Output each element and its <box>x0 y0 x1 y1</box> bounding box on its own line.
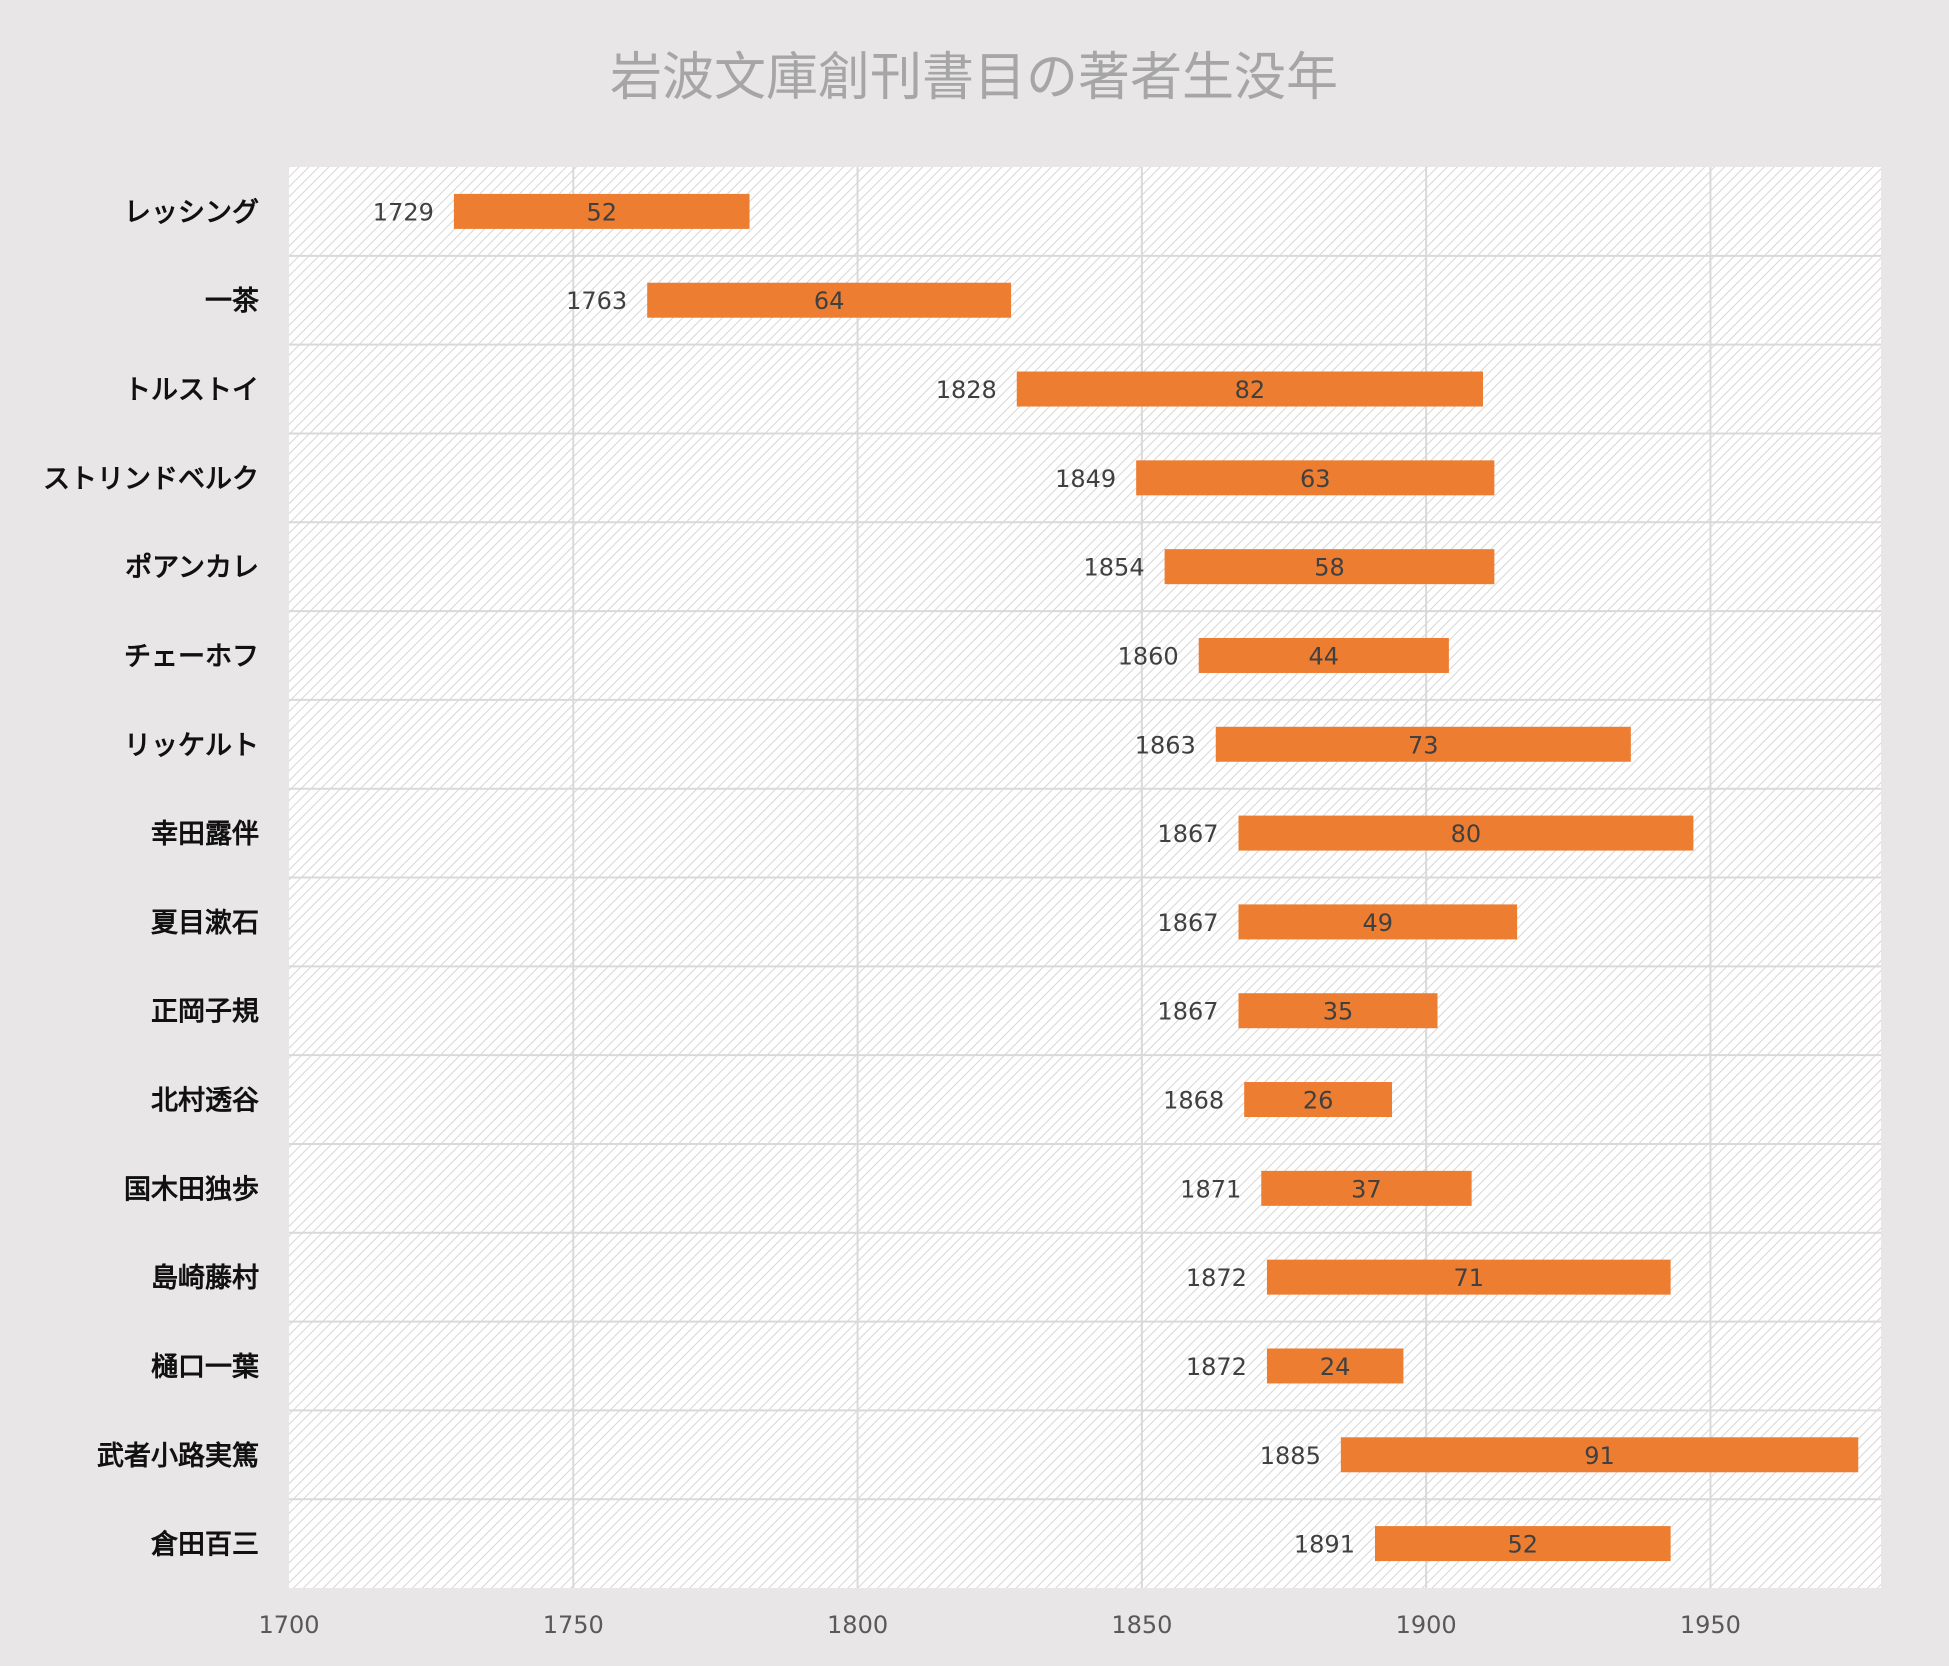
age-label: 52 <box>586 198 617 226</box>
age-label: 35 <box>1323 998 1354 1026</box>
lifespan-bar <box>1266 1259 1671 1295</box>
age-label: 82 <box>1235 376 1266 404</box>
birth-year-label: 1872 <box>1186 1264 1247 1292</box>
category-label: 正岡子規 <box>151 997 259 1028</box>
lifespan-bar <box>1238 904 1518 940</box>
lifespan-bar <box>1244 1082 1393 1118</box>
lifespan-bar <box>1238 815 1694 851</box>
labels: 1700 1750 1800 1850 1900 1950 レッシング 1729 52 一茶 176… <box>43 196 1741 1639</box>
lifespan-bar <box>1198 637 1449 673</box>
x-tick-label: 1750 <box>543 1611 604 1639</box>
lifespan-bar <box>1136 460 1495 496</box>
birth-year-label: 1871 <box>1180 1175 1241 1203</box>
category-label: 夏目漱石 <box>151 907 259 939</box>
age-label: 24 <box>1320 1353 1351 1381</box>
birth-year-label: 1849 <box>1055 465 1116 493</box>
x-tick-label: 1900 <box>1396 1611 1457 1639</box>
age-label: 64 <box>814 287 845 315</box>
x-tick-label: 1700 <box>258 1611 319 1639</box>
age-label: 91 <box>1584 1442 1615 1470</box>
category-label: 国木田独歩 <box>124 1174 259 1205</box>
category-label: リッケルト <box>124 730 259 761</box>
category-label: 武者小路実篤 <box>97 1440 259 1472</box>
lifespan-bar <box>1261 1170 1472 1206</box>
age-label: 49 <box>1363 909 1394 937</box>
category-label: 倉田百三 <box>150 1529 259 1561</box>
lifespan-bar <box>1238 993 1438 1029</box>
lifespan-bar <box>1164 549 1495 585</box>
bars <box>453 193 1859 1562</box>
birth-year-label: 1891 <box>1294 1531 1355 1559</box>
category-label: ポアンカレ <box>125 553 259 584</box>
lifespan-bar <box>453 193 750 229</box>
x-tick-label: 1850 <box>1111 1611 1172 1639</box>
birth-year-label: 1860 <box>1118 642 1179 670</box>
age-label: 71 <box>1454 1264 1485 1292</box>
lifespan-bar <box>1374 1526 1671 1562</box>
lifespan-bar <box>1016 371 1483 407</box>
lifespan-bar <box>647 282 1012 318</box>
category-label: ストリンドベルク <box>43 464 259 495</box>
category-label: 一茶 <box>205 286 260 317</box>
age-label: 37 <box>1351 1175 1382 1203</box>
birth-year-label: 1763 <box>566 287 627 315</box>
birth-year-label: 1867 <box>1157 909 1218 937</box>
category-label: チェーホフ <box>124 641 259 672</box>
age-label: 73 <box>1408 731 1439 759</box>
grid <box>289 167 1881 1588</box>
age-label: 58 <box>1314 554 1345 582</box>
chart-title: 岩波文庫創刊書目の著者生没年 <box>610 48 1338 108</box>
x-tick-label: 1800 <box>827 1611 888 1639</box>
category-label: トルストイ <box>124 375 259 406</box>
birth-year-label: 1868 <box>1163 1087 1224 1115</box>
category-label: 幸田露伴 <box>151 819 259 850</box>
age-label: 44 <box>1309 642 1340 670</box>
lifespan-bar <box>1215 726 1631 762</box>
birth-year-label: 1854 <box>1084 554 1145 582</box>
birth-year-label: 1867 <box>1157 998 1218 1026</box>
category-label: 島崎藤村 <box>151 1263 259 1294</box>
birth-year-label: 1885 <box>1260 1442 1321 1470</box>
lifespan-bar <box>1340 1437 1859 1473</box>
category-label: 北村透谷 <box>151 1086 260 1117</box>
birth-year-label: 1867 <box>1157 820 1218 848</box>
age-label: 63 <box>1300 465 1331 493</box>
age-label: 26 <box>1303 1087 1334 1115</box>
lifespan-bar <box>1266 1348 1404 1384</box>
birth-year-label: 1863 <box>1135 731 1196 759</box>
age-label: 52 <box>1508 1531 1539 1559</box>
category-label: 樋口一葉 <box>151 1352 260 1383</box>
x-tick-label: 1950 <box>1680 1611 1741 1639</box>
birth-year-label: 1872 <box>1186 1353 1247 1381</box>
category-label: レッシング <box>124 196 259 228</box>
birth-year-label: 1729 <box>373 198 434 226</box>
birth-year-label: 1828 <box>936 376 997 404</box>
age-label: 80 <box>1451 820 1482 848</box>
